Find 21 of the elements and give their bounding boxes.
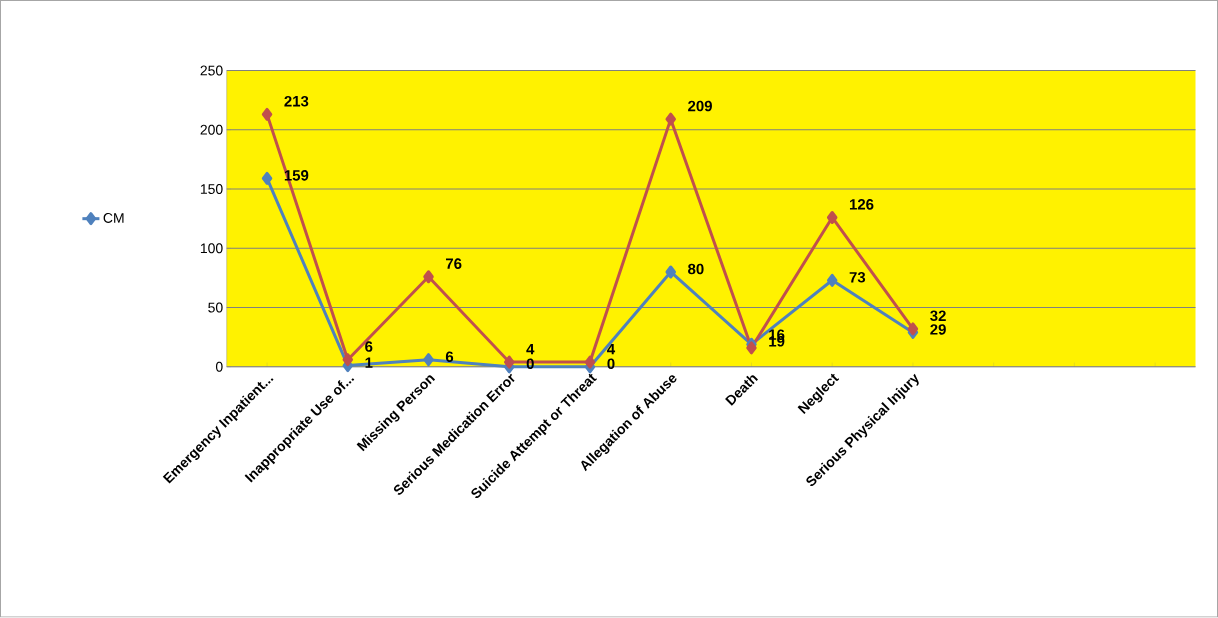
- data-label: 4: [607, 344, 616, 355]
- data-label: 4: [526, 344, 535, 355]
- y-tick-label: 100: [200, 243, 223, 254]
- data-label: 80: [688, 263, 704, 275]
- data-label: 76: [446, 258, 462, 270]
- data-label: 73: [849, 272, 866, 283]
- y-tick-label: 50: [208, 302, 223, 313]
- data-label: 213: [284, 96, 309, 107]
- legend-label: CM: [103, 213, 124, 224]
- data-label: 6: [445, 351, 454, 363]
- data-label: 0: [607, 358, 615, 370]
- y-tick-label: 150: [200, 184, 223, 195]
- data-label: 29: [930, 324, 946, 335]
- y-tick-label: 250: [200, 65, 223, 76]
- data-label: 32: [930, 310, 946, 322]
- data-label: 126: [849, 199, 874, 210]
- data-label: 1: [365, 357, 373, 368]
- y-tick-label: 0: [215, 362, 223, 372]
- data-label: 209: [688, 100, 712, 112]
- data-label: 6: [365, 341, 373, 353]
- y-tick-label: 200: [200, 125, 223, 135]
